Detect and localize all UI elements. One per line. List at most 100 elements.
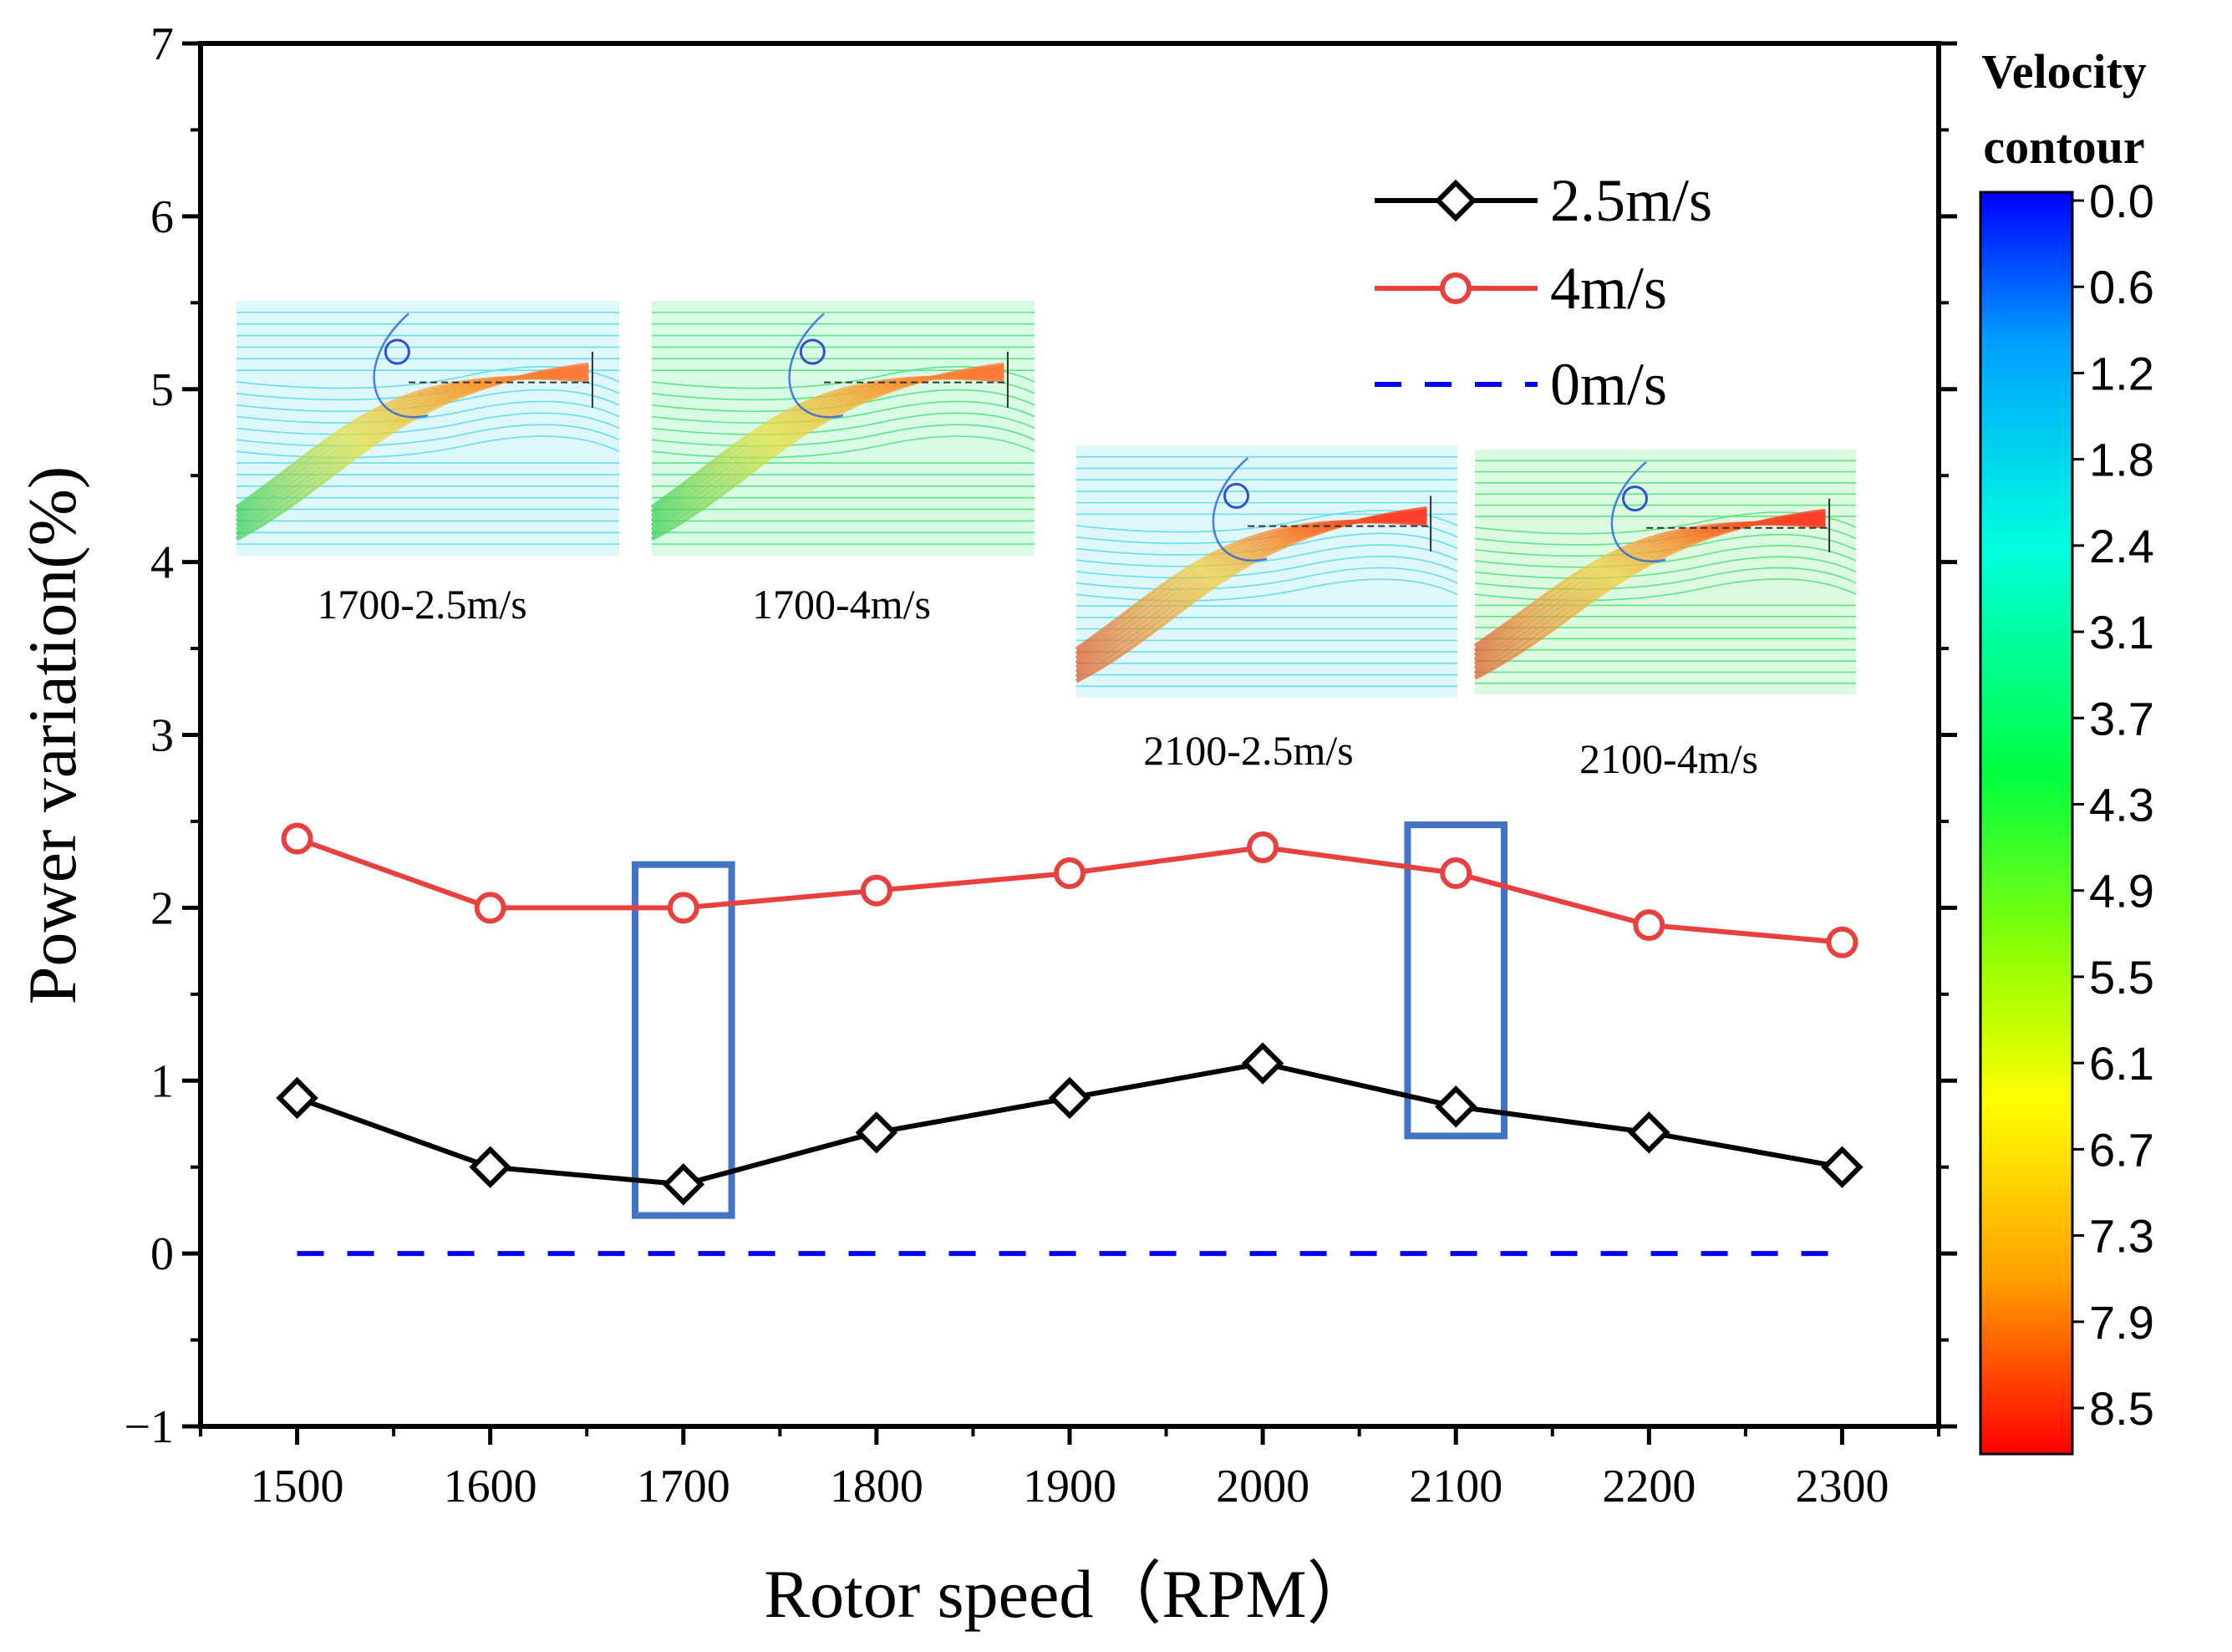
- colorbar-label: 4.9: [2089, 865, 2154, 917]
- vortex-streamline: [1610, 460, 1666, 562]
- streamline: [236, 412, 620, 435]
- data-point: [1826, 926, 1858, 958]
- inset-background: [236, 301, 619, 556]
- inset-label: 1700-2.5m/s: [317, 581, 526, 628]
- jet-streamline: [650, 375, 1004, 510]
- colorbar-label: 7.3: [2089, 1210, 2154, 1263]
- data-point: [667, 892, 699, 924]
- data-point: [855, 1111, 898, 1154]
- data-point: [1633, 909, 1665, 942]
- streamline: [651, 400, 1035, 424]
- legend-label: 4m/s: [1550, 255, 1667, 322]
- vortex-streamline: [373, 313, 429, 419]
- colorbar-label: 1.8: [2089, 434, 2154, 486]
- y-tick-label: 3: [150, 710, 174, 762]
- inset-label: 1700-4m/s: [752, 581, 931, 628]
- streamline: [236, 389, 620, 413]
- streamline: [1075, 544, 1458, 567]
- jet-streamline: [1075, 519, 1427, 652]
- x-tick-label: 2000: [1216, 1461, 1309, 1512]
- legend-marker: [1434, 179, 1477, 222]
- legend: 2.5m/s 4m/s 0m/s: [1375, 167, 1712, 418]
- data-point: [1241, 1042, 1284, 1085]
- series-2.5m/s: [276, 1042, 1863, 1206]
- streamline: [651, 412, 1035, 435]
- colorbar-bar: [1979, 191, 2074, 1456]
- data-point: [662, 1163, 705, 1206]
- flow-inset: 2100-4m/s: [1473, 450, 1857, 782]
- inset-background: [1076, 445, 1457, 698]
- data-point: [1440, 857, 1472, 889]
- streamline: [1075, 567, 1458, 591]
- inset-background: [1475, 450, 1856, 694]
- rotor-vortex: [1622, 485, 1649, 512]
- legend-label: 0m/s: [1550, 351, 1667, 418]
- data-point: [281, 822, 313, 855]
- data-point: [469, 1146, 511, 1188]
- colorbar-label: 3.7: [2089, 692, 2154, 745]
- legend-marker: [1440, 272, 1472, 304]
- x-tick-label: 1500: [251, 1461, 344, 1512]
- colorbar-label: 8.5: [2089, 1382, 2154, 1435]
- data-point: [860, 874, 892, 907]
- legend-label: 2.5m/s: [1550, 167, 1712, 234]
- inset-background: [652, 301, 1035, 556]
- streamline: [1474, 545, 1857, 568]
- rotor-vortex: [799, 338, 826, 365]
- colorbar-label: 0.0: [2089, 175, 2154, 227]
- inset-label: 2100-2.5m/s: [1143, 727, 1353, 774]
- streamline: [1075, 532, 1458, 556]
- legend-entry: 4m/s: [1375, 255, 1667, 322]
- y-tick-label: 5: [150, 364, 174, 416]
- x-tick-label: 1900: [1023, 1461, 1116, 1512]
- x-tick-label: 1600: [444, 1461, 537, 1512]
- flow-inset: 1700-2.5m/s: [235, 301, 620, 628]
- data-point: [1048, 1076, 1091, 1120]
- flow-inset: 1700-4m/s: [650, 301, 1035, 628]
- highlight-box: [632, 861, 735, 1219]
- y-tick-label: 0: [150, 1228, 174, 1280]
- y-tick-label: 6: [150, 191, 174, 243]
- highlight-box: [1404, 821, 1508, 1140]
- data-point: [474, 892, 506, 924]
- jet-streamline: [235, 375, 589, 510]
- colorbar-label: 7.9: [2089, 1296, 2154, 1349]
- rotor-vortex: [1223, 482, 1250, 509]
- colorbar-label: 0.6: [2089, 261, 2154, 313]
- vortex-streamline: [788, 313, 844, 419]
- inset-label: 2100-4m/s: [1579, 735, 1758, 782]
- colorbar-label: 4.3: [2089, 779, 2154, 831]
- legend-entry: 2.5m/s: [1375, 167, 1712, 234]
- x-tick-label: 1700: [637, 1461, 730, 1512]
- y-tick-label: 2: [150, 882, 174, 934]
- y-axis-title: Power variation(%): [14, 466, 90, 1004]
- streamline: [1474, 556, 1857, 579]
- axes: −1 0 1 2 3 4 5 6 7 1500 1600 1700 1800 1900 2000 2100 22…: [124, 18, 1957, 1512]
- colorbar-label: 1.2: [2089, 347, 2154, 399]
- flow-insets: 1700-2.5m/s 1700-4m/s 2100-2.5m/s 2100-4m/s: [235, 301, 1857, 782]
- y-tick-label: 7: [150, 18, 174, 70]
- y-tick-label: 1: [150, 1055, 174, 1107]
- highlight-boxes: [632, 821, 1508, 1219]
- streamline: [236, 424, 620, 447]
- data-point: [1821, 1146, 1863, 1188]
- data-point: [1628, 1111, 1670, 1154]
- vortex-streamline: [1212, 457, 1268, 562]
- data-point: [276, 1076, 318, 1120]
- series-4m/s: [281, 822, 1858, 958]
- colorbar-label: 3.1: [2089, 606, 2154, 658]
- colorbar-label: 6.1: [2089, 1037, 2154, 1090]
- data-point: [1434, 1085, 1477, 1128]
- x-tick-label: 2100: [1409, 1461, 1502, 1512]
- colorbar-title: contour: [1983, 119, 2144, 174]
- streamline: [1474, 533, 1857, 557]
- rotor-vortex: [384, 338, 410, 365]
- data-series: [276, 822, 1863, 1257]
- x-axis-title: Rotor speed（RPM）: [764, 1556, 1375, 1632]
- data-point: [1054, 857, 1085, 889]
- y-tick-label: −1: [124, 1401, 174, 1453]
- streamline: [236, 400, 620, 424]
- data-point: [1247, 831, 1279, 863]
